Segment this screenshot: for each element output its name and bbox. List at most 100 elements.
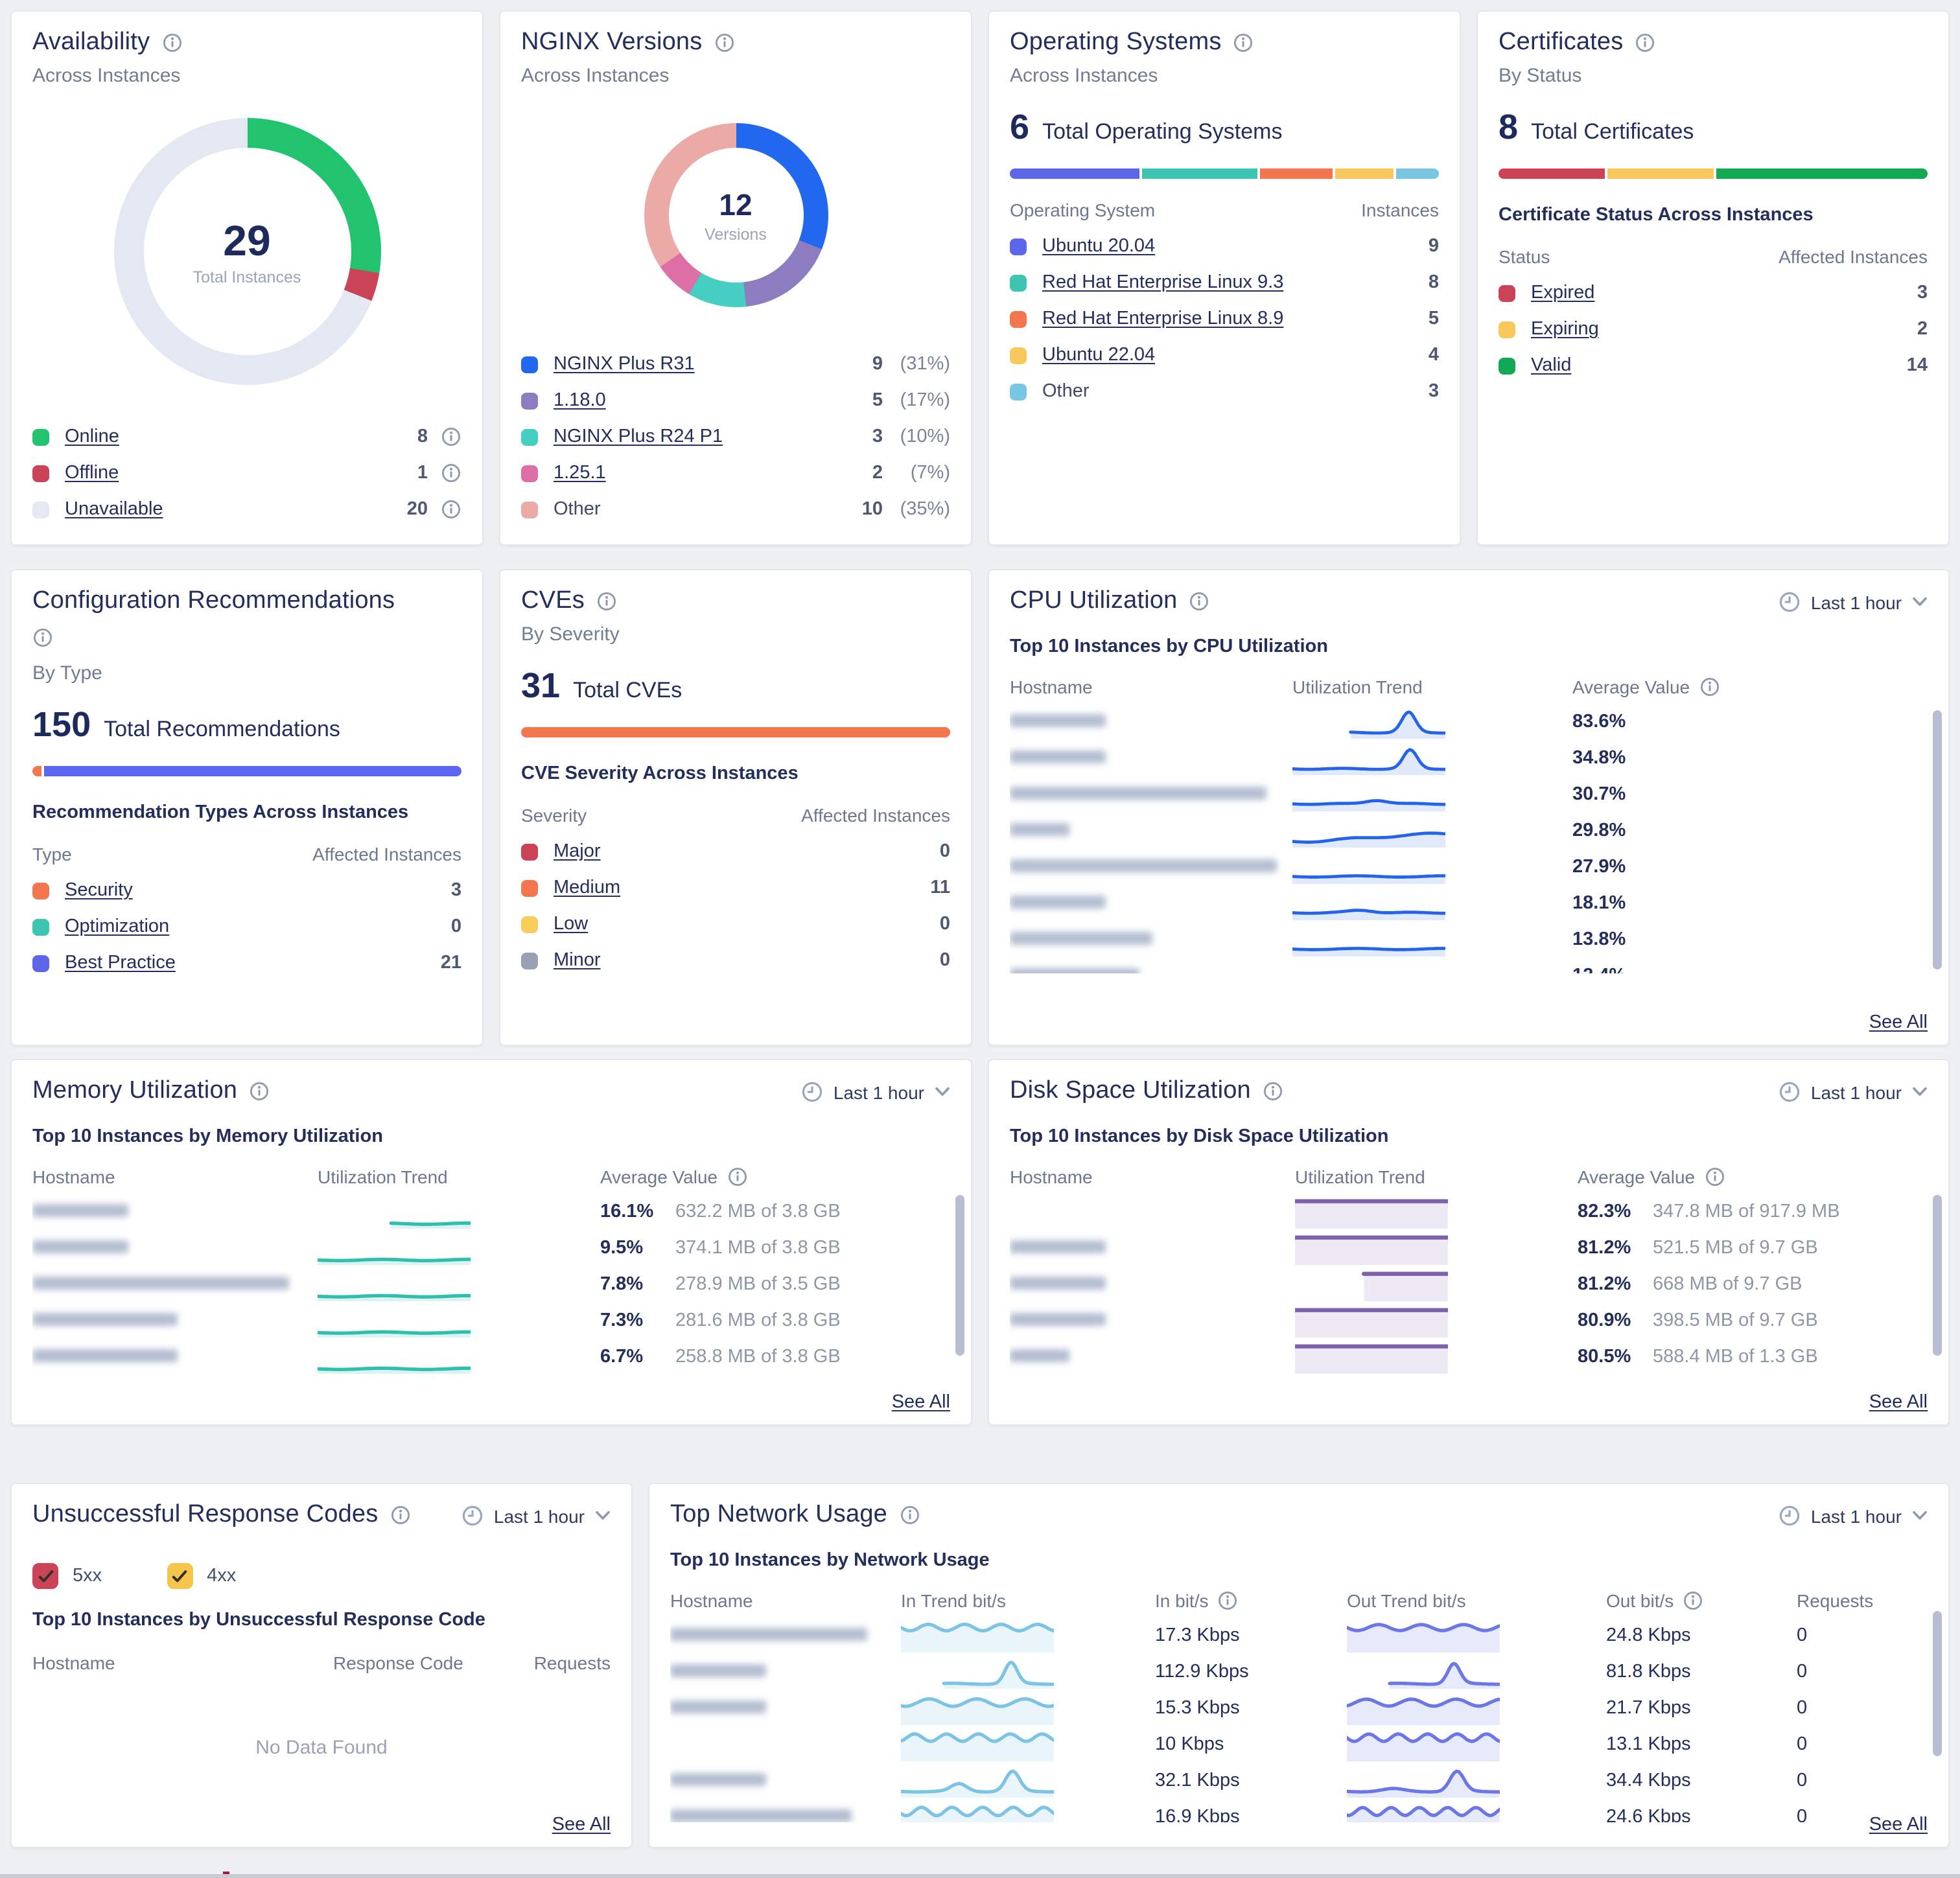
utilization-trend-sparkline — [318, 1196, 600, 1228]
scrollbar-thumb[interactable] — [955, 1195, 964, 1356]
info-icon[interactable] — [1218, 1590, 1239, 1611]
hostname-cell[interactable] — [1010, 1309, 1295, 1332]
legend-label[interactable]: Offline — [65, 463, 119, 483]
hostname-cell[interactable] — [1010, 819, 1292, 842]
legend-label[interactable]: NGINX Plus R24 P1 — [554, 426, 723, 447]
see-all-link[interactable]: See All — [1861, 1814, 1928, 1835]
scrollbar-thumb[interactable] — [1933, 1611, 1942, 1756]
info-icon[interactable] — [441, 463, 461, 483]
info-icon[interactable] — [727, 1166, 747, 1187]
time-range-select[interactable]: Last 1 hour — [1779, 1081, 1928, 1103]
hostname-cell[interactable] — [1010, 710, 1292, 734]
legend-label[interactable]: Unavailable — [65, 499, 163, 520]
time-range-select[interactable]: Last 1 hour — [461, 1505, 611, 1527]
total-recommendations-value: 150 — [32, 705, 91, 744]
legend-percent: (31%) — [900, 354, 950, 375]
checkbox-checked — [167, 1563, 193, 1589]
total-certificates-value: 8 — [1499, 108, 1519, 146]
hostname-cell[interactable] — [670, 1697, 901, 1720]
legend-label[interactable]: Major — [554, 841, 601, 862]
legend-label[interactable]: Ubuntu 20.04 — [1042, 236, 1156, 257]
hostname-cell[interactable] — [1010, 928, 1292, 951]
legend-row: Red Hat Enterprise Linux 9.3 8 — [1010, 264, 1439, 301]
info-icon[interactable] — [249, 1081, 270, 1102]
time-range-select[interactable]: Last 1 hour — [801, 1081, 950, 1103]
legend-label[interactable]: Expiring — [1531, 319, 1599, 340]
utilization-trend-sparkline — [1292, 960, 1572, 973]
legend-label[interactable]: Optimization — [65, 916, 170, 937]
info-icon[interactable] — [32, 627, 53, 648]
info-icon[interactable] — [714, 32, 734, 53]
legend-count: 8 — [417, 426, 428, 447]
info-icon[interactable] — [1233, 32, 1254, 53]
see-all-link[interactable]: See All — [1861, 1392, 1928, 1413]
info-icon[interactable] — [1263, 1081, 1283, 1102]
card-title: Operating Systems — [1010, 29, 1222, 56]
column-header: Hostname — [32, 1652, 115, 1673]
instance-row: 34.8% — [1010, 740, 1928, 776]
config-recommendations-card: Configuration Recommendations By Type 15… — [10, 569, 484, 1046]
hostname-cell[interactable] — [670, 1624, 901, 1647]
hostname-cell[interactable] — [32, 1309, 318, 1332]
legend-label[interactable]: 1.18.0 — [554, 390, 606, 411]
scrollbar-thumb[interactable] — [1933, 1195, 1942, 1356]
info-icon[interactable] — [390, 1505, 410, 1525]
legend-label[interactable]: Ubuntu 22.04 — [1042, 345, 1156, 365]
time-range-select[interactable]: Last 1 hour — [1779, 591, 1928, 613]
hostname-cell[interactable] — [670, 1660, 901, 1684]
info-icon[interactable] — [899, 1505, 920, 1525]
hostname-cell[interactable] — [670, 1769, 901, 1792]
legend-label[interactable]: Valid — [1531, 355, 1572, 376]
legend-label[interactable]: Low — [554, 914, 589, 934]
hostname-cell[interactable] — [670, 1805, 901, 1822]
hostname-cell[interactable] — [1010, 783, 1292, 806]
filter-5xx-checkbox[interactable]: 5xx — [32, 1563, 102, 1589]
instance-row: 13.8% — [1010, 922, 1928, 958]
legend-row: 1.18.0 5 (17%) — [521, 382, 950, 419]
requests-value: 0 — [1797, 1807, 1808, 1822]
legend-label[interactable]: NGINX Plus R31 — [554, 354, 695, 375]
info-icon[interactable] — [441, 499, 461, 520]
column-header: Status — [1499, 246, 1550, 267]
nginx-versions-donut-chart[interactable]: 12 Versions — [644, 123, 828, 307]
hostname-cell[interactable] — [1010, 747, 1292, 770]
hostname-cell[interactable] — [32, 1273, 318, 1296]
hostname-cell[interactable] — [1010, 1273, 1295, 1296]
hostname-cell[interactable] — [1010, 892, 1292, 915]
info-icon[interactable] — [1704, 1166, 1725, 1187]
hostname-cell[interactable] — [1010, 1345, 1295, 1369]
legend-label[interactable]: Red Hat Enterprise Linux 9.3 — [1042, 272, 1284, 293]
hostname-cell[interactable] — [32, 1236, 318, 1260]
hostname-cell[interactable] — [1010, 855, 1292, 879]
hostname-cell[interactable] — [1010, 1236, 1295, 1260]
legend-label[interactable]: Security — [65, 880, 133, 901]
see-all-link[interactable]: See All — [544, 1814, 611, 1835]
legend-label[interactable]: Medium — [554, 877, 621, 898]
legend-swatch — [1010, 274, 1027, 291]
legend-label[interactable]: Online — [65, 426, 119, 447]
see-all-link[interactable]: See All — [883, 1392, 950, 1413]
legend-label[interactable]: 1.25.1 — [554, 463, 606, 483]
hostname-cell[interactable] — [32, 1200, 318, 1223]
legend-row: NGINX Plus R31 9 (31%) — [521, 346, 950, 382]
legend-label[interactable]: Minor — [554, 950, 601, 971]
info-icon[interactable] — [1189, 591, 1210, 612]
legend-label[interactable]: Best Practice — [65, 953, 176, 973]
info-icon[interactable] — [161, 32, 182, 53]
list-title: Top 10 Instances by CPU Utilization — [1010, 636, 1328, 657]
scrollbar-thumb[interactable] — [1933, 710, 1942, 969]
legend-label[interactable]: Expired — [1531, 283, 1595, 303]
info-icon[interactable] — [1635, 32, 1655, 53]
info-icon[interactable] — [1683, 1590, 1703, 1611]
see-all-link[interactable]: See All — [1861, 1012, 1928, 1033]
info-icon[interactable] — [441, 426, 461, 447]
legend-label[interactable]: Red Hat Enterprise Linux 8.9 — [1042, 308, 1284, 329]
availability-donut-chart[interactable]: 29 Total Instances — [113, 118, 380, 385]
out-trend-sparkline — [1347, 1765, 1606, 1797]
info-icon[interactable] — [1699, 677, 1720, 697]
info-icon[interactable] — [596, 591, 617, 612]
hostname-cell[interactable] — [1010, 964, 1292, 973]
filter-4xx-checkbox[interactable]: 4xx — [167, 1563, 236, 1589]
hostname-cell[interactable] — [32, 1345, 318, 1369]
time-range-select[interactable]: Last 1 hour — [1779, 1505, 1928, 1527]
